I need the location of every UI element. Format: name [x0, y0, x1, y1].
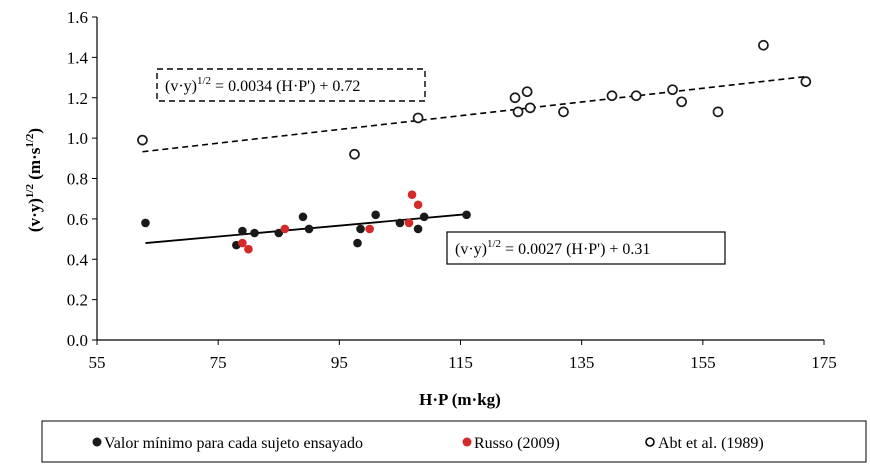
abt-point — [676, 96, 687, 108]
legend-marker-russo — [462, 437, 472, 447]
abt-point — [667, 84, 678, 96]
x-axis-title: H·P (m·kg) — [419, 390, 501, 409]
minimum-point — [353, 238, 362, 248]
data-points — [137, 39, 812, 254]
x-tick-label: 95 — [331, 353, 348, 372]
minimum-point — [141, 218, 150, 228]
abt-point — [509, 92, 521, 104]
minimum-point — [298, 212, 308, 222]
y-tick-label: 0.2 — [67, 291, 88, 310]
y-tick-label: 0.6 — [67, 210, 88, 229]
legend-box — [41, 420, 867, 463]
y-tick-label: 1.0 — [67, 129, 88, 148]
legend-label-russo: Russo (2009) — [474, 435, 560, 452]
x-tick-label: 135 — [569, 353, 595, 372]
abt-point — [524, 102, 536, 114]
y-tick-label: 0.0 — [67, 331, 88, 350]
abt-equation-label: (v·y)1/2 = 0.0034 (H·P') + 0.72 — [165, 75, 360, 95]
x-tick-label: 175 — [811, 353, 837, 372]
minimum-equation-label: (v·y)1/2 = 0.0027 (H·P') + 0.31 — [455, 238, 650, 258]
y-tick-label: 1.4 — [67, 48, 89, 67]
minimum-point — [462, 210, 471, 220]
y-axis-ticks: 0.0 0.2 0.4 0.6 0.8 1.0 1.2 1.4 1.6 — [67, 8, 97, 350]
minimum-point — [356, 224, 365, 234]
russo-point — [404, 218, 414, 228]
abt-point — [412, 112, 424, 124]
abt-point — [512, 106, 524, 118]
abt-equation-box — [156, 68, 426, 102]
minimum-point — [419, 212, 429, 222]
minimum-point — [395, 218, 405, 228]
abt-trendline — [142, 75, 806, 153]
x-tick-label: 115 — [448, 353, 473, 372]
minimum-point — [250, 228, 259, 238]
abt-point — [800, 76, 812, 87]
x-axis-ticks: 55 75 95 115 135 155 175 — [89, 340, 837, 372]
russo-point — [413, 200, 423, 210]
y-tick-label: 1.6 — [67, 8, 88, 27]
x-tick-label: 55 — [89, 353, 106, 372]
y-tick-label: 1.2 — [67, 89, 88, 108]
abt-point — [712, 106, 724, 118]
x-tick-label: 75 — [210, 353, 227, 372]
minimum-point — [371, 210, 380, 220]
russo-point — [244, 244, 253, 254]
abt-point — [630, 90, 642, 102]
minimum-point — [304, 224, 314, 234]
russo-point — [238, 238, 247, 248]
abt-point — [758, 39, 769, 51]
minimum-equation-box — [446, 231, 726, 265]
y-tick-label: 0.8 — [67, 170, 88, 189]
y-tick-label: 0.4 — [67, 250, 89, 269]
minimum-point — [274, 228, 284, 238]
x-tick-label: 155 — [690, 353, 716, 372]
abt-point — [558, 106, 569, 118]
abt-point — [521, 86, 533, 98]
legend-marker-minimum — [92, 437, 102, 447]
legend-marker-abt — [645, 437, 655, 447]
legend-label-abt: Abt et al. (1989) — [658, 435, 764, 452]
russo-point — [365, 224, 374, 234]
minimum-point — [238, 226, 247, 236]
y-axis-title: (v·y)1/2 (m·s1/2) — [24, 128, 44, 232]
abt-point — [349, 148, 360, 160]
abt-point — [137, 134, 148, 146]
minimum-point — [413, 224, 423, 234]
legend-label-minimum: Valor mínimo para cada sujeto ensayado — [104, 435, 363, 452]
russo-point — [280, 224, 290, 234]
russo-point — [407, 190, 417, 199]
abt-point — [606, 90, 618, 102]
